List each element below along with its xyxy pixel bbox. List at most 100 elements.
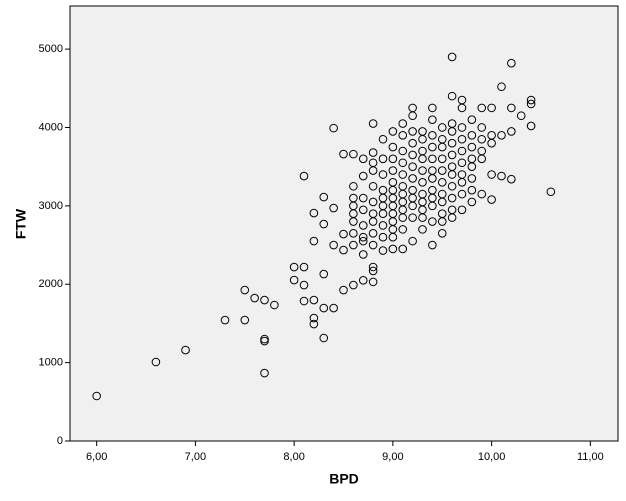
- point: [437, 228, 447, 238]
- y-axis-label: FTW: [13, 208, 29, 239]
- point: [546, 187, 556, 197]
- x-tick-label: 8,00: [283, 451, 304, 463]
- point: [447, 181, 457, 191]
- point: [358, 193, 368, 203]
- point: [477, 134, 487, 144]
- point: [497, 82, 506, 92]
- point: [349, 280, 358, 290]
- point: [388, 166, 398, 175]
- point: [378, 209, 388, 219]
- y-tick-label: 4000: [39, 121, 63, 133]
- point: [447, 193, 457, 203]
- point: [477, 123, 487, 132]
- point: [467, 185, 477, 195]
- point: [309, 295, 319, 305]
- point: [487, 103, 496, 113]
- point: [299, 262, 309, 272]
- point: [368, 181, 378, 191]
- plot-area: [69, 5, 619, 442]
- point: [289, 262, 299, 272]
- point: [437, 166, 447, 175]
- point: [378, 154, 388, 164]
- point: [220, 315, 230, 325]
- point: [398, 170, 408, 179]
- point: [428, 174, 437, 183]
- point: [457, 205, 467, 215]
- point: [368, 262, 378, 272]
- point: [447, 91, 457, 101]
- x-tick-label: 7,00: [185, 451, 206, 463]
- point: [339, 229, 348, 239]
- point: [398, 213, 408, 222]
- point: [299, 171, 309, 181]
- point: [447, 52, 457, 62]
- point: [497, 171, 506, 181]
- point: [92, 391, 101, 401]
- point: [467, 174, 477, 183]
- point: [319, 192, 329, 202]
- point: [240, 315, 250, 325]
- point: [437, 217, 447, 226]
- y-tick-label: 0: [57, 435, 63, 447]
- point: [349, 217, 358, 226]
- point: [457, 146, 467, 156]
- point: [289, 275, 299, 285]
- point: [329, 240, 338, 250]
- point: [378, 246, 388, 255]
- point: [368, 217, 378, 226]
- point: [526, 99, 536, 109]
- point: [358, 221, 368, 230]
- point: [487, 170, 496, 179]
- y-tick-label: 1000: [39, 357, 63, 369]
- point: [487, 138, 496, 148]
- y-tick-label: 5000: [39, 43, 63, 55]
- point: [358, 250, 368, 259]
- point: [398, 244, 408, 254]
- point: [516, 111, 526, 121]
- point: [378, 232, 388, 242]
- x-tick-label: 6,00: [86, 451, 107, 463]
- point: [467, 142, 477, 152]
- point: [408, 111, 417, 121]
- point: [447, 127, 457, 136]
- point: [428, 103, 437, 113]
- point: [368, 240, 378, 250]
- point: [378, 221, 388, 230]
- point: [447, 170, 457, 179]
- point: [447, 138, 457, 148]
- point: [428, 142, 437, 152]
- x-tick-label: 9,00: [382, 451, 403, 463]
- point: [437, 154, 447, 164]
- point: [477, 103, 487, 113]
- point: [319, 303, 329, 313]
- point: [358, 205, 368, 215]
- point: [368, 166, 378, 175]
- point: [378, 170, 388, 179]
- point: [398, 146, 408, 156]
- point: [368, 197, 378, 207]
- point: [368, 119, 378, 128]
- point: [418, 213, 427, 222]
- y-tick-label: 3000: [39, 200, 63, 212]
- point: [368, 148, 378, 157]
- point: [270, 300, 279, 310]
- point: [526, 95, 536, 105]
- point: [388, 244, 398, 254]
- point: [418, 154, 427, 164]
- point: [388, 142, 398, 152]
- point: [457, 134, 467, 144]
- x-tick-label: 10,00: [478, 451, 506, 463]
- point: [428, 154, 437, 164]
- point: [240, 285, 250, 295]
- point: [447, 150, 457, 160]
- point: [507, 103, 516, 113]
- point: [358, 171, 368, 181]
- point: [437, 142, 447, 152]
- point: [408, 162, 417, 171]
- point: [260, 368, 269, 378]
- point: [250, 293, 259, 303]
- point: [408, 201, 417, 211]
- point: [507, 58, 516, 68]
- point: [388, 154, 398, 164]
